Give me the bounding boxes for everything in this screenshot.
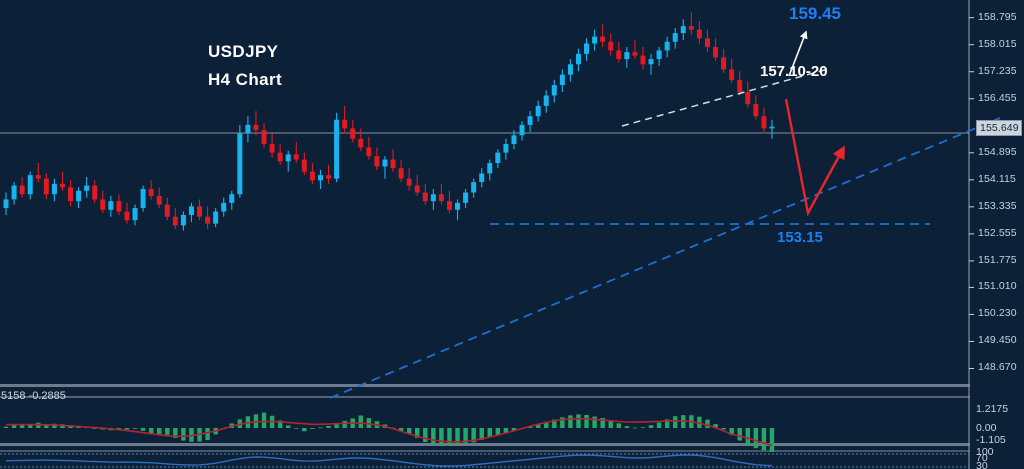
- macd-axis-tick: 0.00: [976, 422, 997, 434]
- oscillator-axis-tick: 70: [976, 452, 988, 464]
- price-axis-tick: 154.895: [978, 145, 1017, 158]
- price-axis-tick: 157.235: [978, 64, 1017, 77]
- macd-axis-tick: 1.2175: [976, 403, 1009, 415]
- macd-indicator: [3, 412, 775, 452]
- oscillator-indicator: [0, 453, 969, 468]
- panel-separators: [0, 0, 970, 469]
- price-projection-arrow: [784, 98, 845, 217]
- price-axis-tick: 156.455: [978, 91, 1017, 104]
- price-axis-tick: 158.015: [978, 37, 1017, 50]
- price-axis-tick: 148.670: [978, 361, 1017, 374]
- upside-target-arrow: [788, 30, 808, 77]
- price-axis-tick: 154.115: [978, 172, 1016, 185]
- price-axis-tick: 151.775: [978, 253, 1017, 266]
- price-axis-tick: 150.230: [978, 307, 1017, 320]
- oscillator-axis-tick: 30: [976, 460, 988, 469]
- ascending-trendline[interactable]: [329, 117, 1001, 399]
- price-axis-tick: 149.450: [978, 334, 1017, 347]
- price-axis-tick: 152.555: [978, 226, 1017, 239]
- price-axis-tick: 151.010: [978, 280, 1017, 293]
- current-price-tag: 155.649: [976, 119, 1022, 136]
- price-axis-tick: 153.335: [978, 199, 1017, 212]
- macd-axis-tick: -1.105: [976, 434, 1006, 446]
- price-axis-tick: 158.795: [978, 10, 1017, 23]
- oscillator-axis-tick: 100: [976, 446, 994, 458]
- candlestick-series: [3, 12, 775, 231]
